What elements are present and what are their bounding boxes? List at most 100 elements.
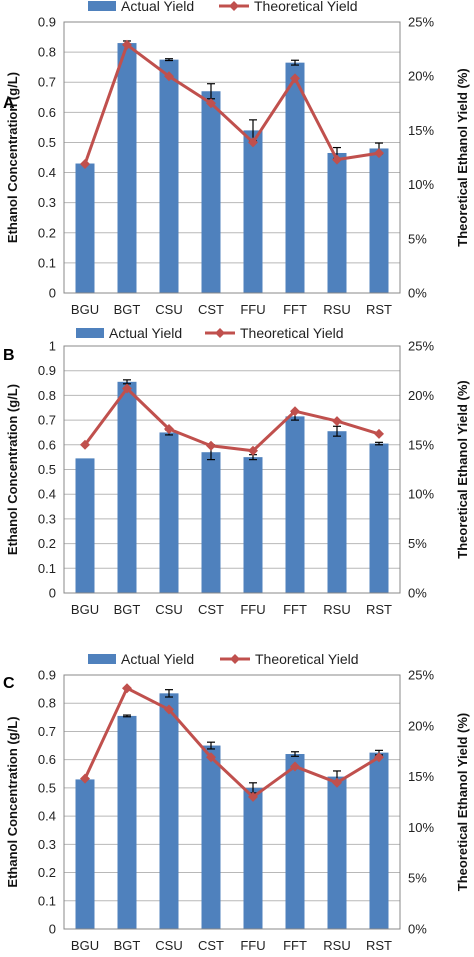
y-tick-label: 0.4 xyxy=(38,809,56,824)
theoretical-yield-line xyxy=(83,686,380,799)
x-tick-label: FFU xyxy=(240,938,265,953)
theoretical-yield-marker xyxy=(80,773,90,784)
y-right-tick-label: 15% xyxy=(408,437,434,452)
y-tick-label: 0.7 xyxy=(38,75,56,90)
bar xyxy=(75,779,95,929)
y-right-tick-label: 10% xyxy=(408,487,434,502)
panel-letter: A xyxy=(3,95,15,112)
y-right-tick-label: 0% xyxy=(408,922,427,937)
bar xyxy=(159,59,179,294)
y-tick-label: 0 xyxy=(49,586,56,601)
theoretical-yield-marker xyxy=(122,683,132,694)
theoretical-yield-line xyxy=(83,386,380,453)
y-right-tick-label: 5% xyxy=(408,231,427,246)
x-tick-label: CST xyxy=(198,602,224,617)
bar xyxy=(159,693,179,929)
bar xyxy=(327,776,347,929)
y-tick-label: 0.3 xyxy=(38,511,56,526)
y-tick-label: 0 xyxy=(49,286,56,301)
y-tick-label: 0.9 xyxy=(38,15,56,30)
bar xyxy=(327,431,347,593)
y-right-tick-label: 5% xyxy=(408,536,427,551)
y-axis-title: Ethanol Concentration (g/L) xyxy=(5,384,20,555)
y-tick-label: 0.2 xyxy=(38,865,56,880)
chart-panel-b: B00.10.20.30.40.50.60.70.80.910%5%10%15%… xyxy=(3,325,470,617)
y-right-tick-label: 10% xyxy=(408,820,434,835)
x-tick-label: CST xyxy=(198,938,224,953)
x-tick-label: RSU xyxy=(323,602,350,617)
panel-letter: C xyxy=(3,675,15,692)
y-tick-label: 0.7 xyxy=(38,413,56,428)
bar xyxy=(75,163,95,293)
x-tick-label: CST xyxy=(198,302,224,317)
y-right-tick-label: 0% xyxy=(408,586,427,601)
bar xyxy=(201,745,221,929)
legend-label-theoretical: Theoretical Yield xyxy=(254,0,358,14)
theoretical-yield-marker xyxy=(290,406,300,417)
bar xyxy=(369,148,389,293)
legend-marker-theoretical xyxy=(229,1,239,11)
bar xyxy=(369,752,389,929)
bar xyxy=(117,381,137,593)
y-axis-title: Ethanol Concentration (g/L) xyxy=(5,72,20,243)
bar xyxy=(243,130,263,293)
bar xyxy=(117,43,137,294)
y-tick-label: 0.7 xyxy=(38,724,56,739)
y-right-axis-title: Theoretical Ethanol Yield (%) xyxy=(455,68,470,246)
legend-label-actual: Actual Yield xyxy=(109,325,182,341)
error-bar xyxy=(123,714,131,718)
y-tick-label: 0.6 xyxy=(38,437,56,452)
chart-panel-a: A 0 0.1 0.2 0.3 0.4 0.5 0.6 0.7 0.8 0.9 0% 5% 10% 15% 2… xyxy=(3,0,470,317)
x-tick-label: BGU xyxy=(71,938,99,953)
bar xyxy=(75,458,95,593)
x-tick-label: RST xyxy=(366,302,392,317)
y-axis-title: Ethanol Concentration (g/L) xyxy=(5,716,20,887)
x-tick-label: BGT xyxy=(114,302,141,317)
y-tick-label: 0.3 xyxy=(38,195,56,210)
x-tick-label: CSU xyxy=(155,602,182,617)
y-right-tick-label: 20% xyxy=(408,69,434,84)
x-tick-label: BGT xyxy=(114,602,141,617)
y-tick-label: 1 xyxy=(49,339,56,354)
panel-letter: B xyxy=(3,347,15,364)
theoretical-yield-marker xyxy=(248,791,258,802)
y-tick-label: 0.4 xyxy=(38,487,56,502)
legend-label-theoretical: Theoretical Yield xyxy=(255,651,359,667)
x-tick-label: BGT xyxy=(114,938,141,953)
legend-swatch-actual xyxy=(76,328,104,338)
bar xyxy=(327,152,347,293)
y-right-axis-title: Theoretical Ethanol Yield (%) xyxy=(455,713,470,891)
y-right-tick-label: 25% xyxy=(408,15,434,30)
y-tick-label: 0.2 xyxy=(38,225,56,240)
x-tick-label: FFU xyxy=(240,602,265,617)
y-right-tick-label: 0% xyxy=(408,286,427,301)
legend-swatch-actual xyxy=(88,654,116,664)
y-tick-label: 0.8 xyxy=(38,388,56,403)
theoretical-yield-marker xyxy=(122,39,132,50)
theoretical-yield-marker xyxy=(80,159,90,170)
x-tick-label: FFU xyxy=(240,302,265,317)
y-right-tick-label: 5% xyxy=(408,871,427,886)
theoretical-yield-marker xyxy=(164,71,174,82)
theoretical-yield-marker xyxy=(374,752,384,763)
theoretical-yield-marker xyxy=(374,148,384,159)
x-tick-label: CSU xyxy=(155,302,182,317)
y-tick-label: 0.5 xyxy=(38,780,56,795)
bar xyxy=(159,432,179,593)
bar xyxy=(243,787,263,929)
theoretical-yield-marker xyxy=(248,445,258,456)
bar xyxy=(201,91,221,293)
error-bar xyxy=(165,58,173,62)
bar xyxy=(285,62,305,294)
y-tick-label: 0.8 xyxy=(38,45,56,60)
y-right-tick-label: 25% xyxy=(408,668,434,683)
x-tick-label: FFT xyxy=(283,302,307,317)
y-right-tick-label: 10% xyxy=(408,177,434,192)
bar xyxy=(117,715,137,929)
x-tick-label: RST xyxy=(366,602,392,617)
error-bar xyxy=(207,741,215,750)
legend-marker-theoretical xyxy=(230,654,240,664)
theoretical-yield-marker xyxy=(374,428,384,439)
bar xyxy=(369,443,389,593)
